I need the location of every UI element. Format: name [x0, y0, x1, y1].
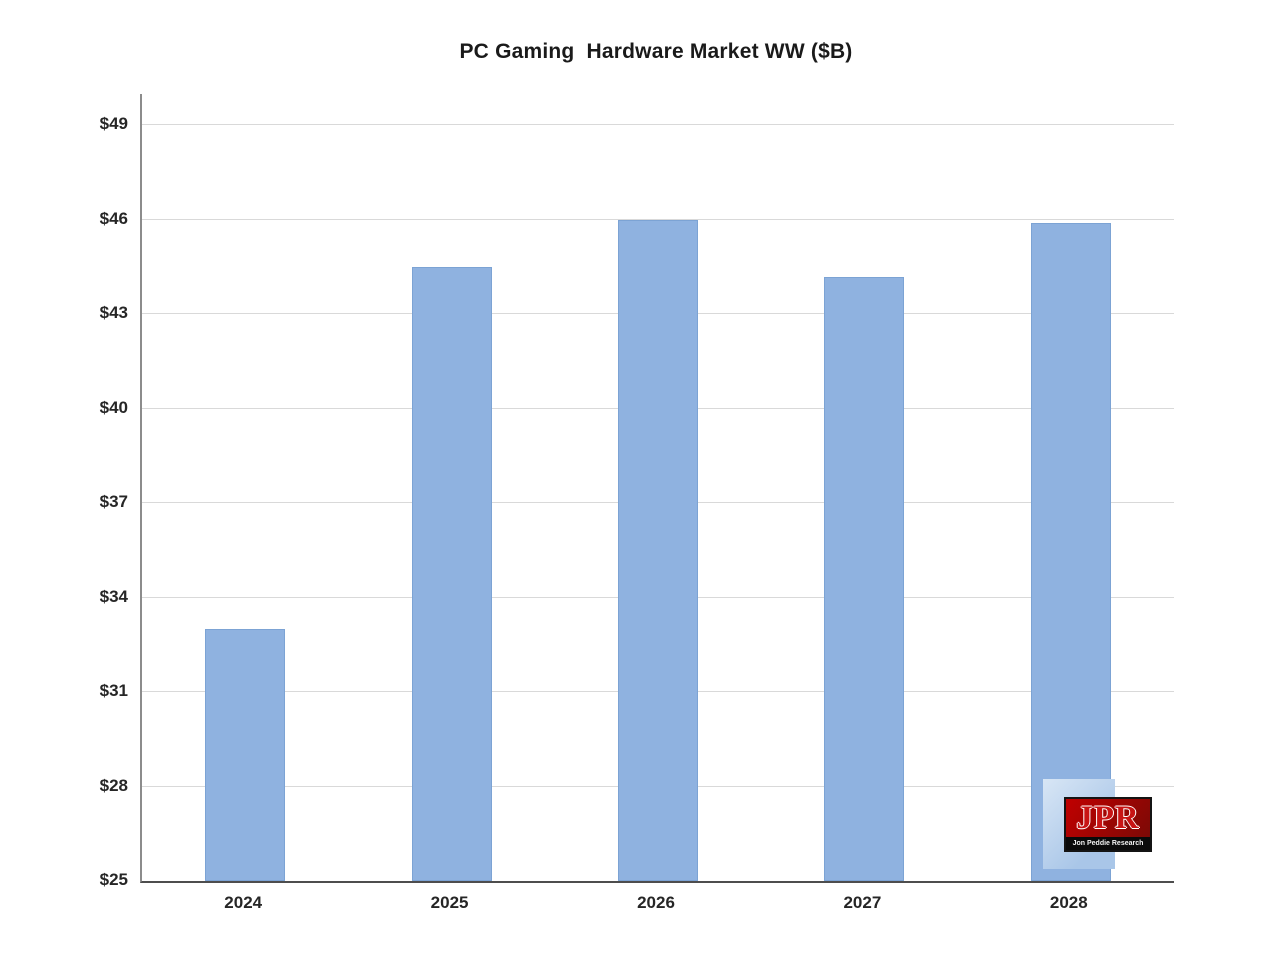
x-tick-label-2025: 2025	[430, 893, 469, 912]
y-tick-label-37: $37	[99, 492, 128, 512]
jpr-logo: JPR Jon Peddie Research	[1064, 797, 1152, 852]
y-tick-label-25: $25	[99, 870, 128, 889]
y-tick-label-46: $46	[99, 208, 128, 228]
bar-2025	[411, 267, 492, 881]
gridline-46	[142, 218, 1174, 220]
x-tick-label-2027: 2027	[843, 893, 882, 912]
y-tick-label-31: $31	[99, 681, 128, 701]
bar-2027	[824, 276, 905, 881]
jpr-logo-subtext: Jon Peddie Research	[1066, 837, 1150, 850]
chart-title: PC Gaming Hardware Market WW ($B)	[459, 40, 853, 63]
x-tick-label-2028: 2028	[1049, 893, 1088, 912]
y-tick-label-34: $34	[99, 586, 128, 606]
y-tick-label-49: $49	[99, 114, 128, 134]
bar-2024	[205, 629, 286, 881]
bar-2028	[1030, 223, 1111, 881]
bar-2026	[618, 219, 698, 881]
y-tick-label-40: $40	[99, 397, 128, 417]
jpr-logo-text: JPR	[1076, 799, 1140, 836]
x-tick-label-2026: 2026	[637, 893, 675, 912]
y-tick-label-28: $28	[99, 775, 128, 795]
plot-area	[140, 94, 1174, 883]
y-tick-label-43: $43	[99, 303, 128, 323]
gridline-49	[142, 124, 1174, 126]
x-tick-label-2024: 2024	[224, 893, 263, 912]
